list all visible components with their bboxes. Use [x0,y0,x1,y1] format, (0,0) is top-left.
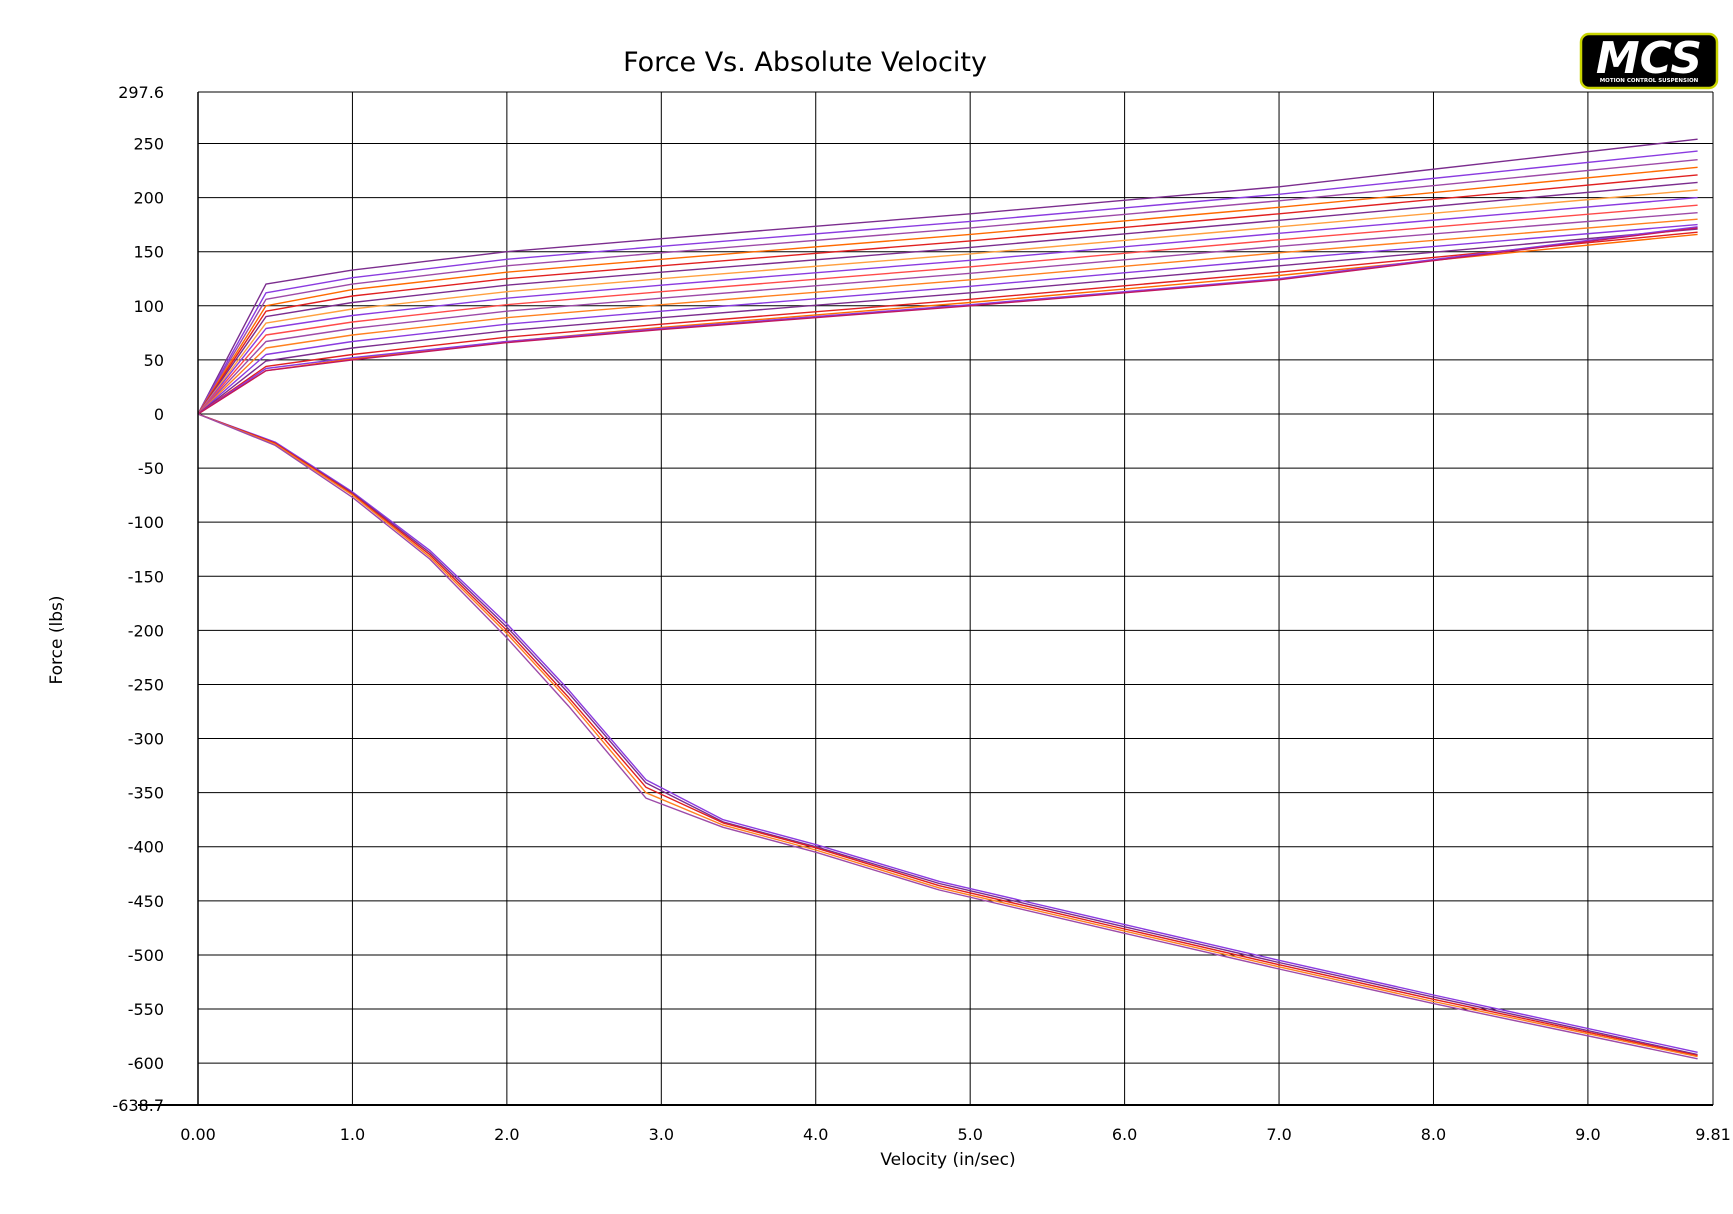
series-line-10 [197,212,1698,415]
series-line-13 [197,228,1698,415]
y-tick-label: 200 [133,189,164,208]
x-tick-label: 3.0 [649,1125,674,1144]
series-group [197,138,1698,1060]
y-tick-label: -400 [128,838,164,857]
x-axis-label: Velocity (in/sec) [880,1150,1015,1170]
series-line-22 [197,413,1698,1060]
y-tick-label: 0 [154,405,164,424]
series-line-16 [197,226,1698,415]
series-line-2 [197,150,1698,415]
y-tick-label: -300 [128,730,164,749]
x-tick-label: 6.0 [1112,1125,1137,1144]
chart-title: Force Vs. Absolute Velocity [623,47,987,78]
y-tick-label: -350 [128,784,164,803]
y-tick-label: -600 [128,1054,164,1073]
y-tick-label: 100 [133,297,164,316]
x-tick-label: 2.0 [494,1125,519,1144]
series-line-7 [197,189,1698,415]
y-tick-labels: 297.6 250 200 150 100 50 0 -50 -100 -150 -200 -250 -… [112,83,164,1115]
series-line-21 [197,413,1698,1058]
y-tick-label: -100 [128,513,164,532]
logo-badge [1579,32,1719,90]
series-line-1 [197,138,1698,415]
series-line-12 [197,223,1698,415]
x-tick-labels: 0.00 1.0 2.0 3.0 4.0 5.0 6.0 7.0 8.0 9.0 9.81 [180,1125,1731,1144]
y-tick-label: -250 [128,675,164,694]
mcs-logo: MCS MOTION CONTROL SUSPENSION [1579,32,1719,90]
y-tick-label: 150 [133,243,164,262]
series-line-4 [197,166,1698,415]
series-line-11 [197,218,1698,415]
y-axis-label: Force (lbs) [47,595,67,684]
y-tick-label: -200 [128,621,164,640]
series-line-5 [197,174,1698,415]
x-tick-label: 9.0 [1575,1125,1600,1144]
series-line-9 [197,204,1698,415]
y-tick-label: -50 [138,459,164,478]
series-line-8 [197,196,1698,415]
y-tick-label: -150 [128,567,164,586]
y-tick-label: 250 [133,134,164,153]
y-tick-label: -638.7 [112,1096,164,1115]
axes [138,92,1713,1106]
y-tick-label: 50 [144,351,164,370]
series-line-17 [197,227,1698,415]
x-tick-label: 9.81 [1695,1125,1731,1144]
x-tick-label: 8.0 [1421,1125,1446,1144]
x-tick-label: 7.0 [1266,1125,1291,1144]
y-tick-label: -450 [128,892,164,911]
series-line-14 [197,231,1698,415]
series-line-3 [197,159,1698,415]
x-tick-label: 4.0 [803,1125,828,1144]
series-line-18 [197,413,1698,1053]
x-tick-label: 0.00 [180,1125,216,1144]
logo-brand: MCS [1596,33,1702,84]
y-tick-label: -550 [128,1000,164,1019]
x-tick-label: 5.0 [957,1125,982,1144]
y-tick-label: 297.6 [118,83,164,102]
x-tick-label: 1.0 [340,1125,365,1144]
y-tick-label: -500 [128,946,164,965]
series-line-19 [197,413,1698,1056]
logo-tagline: MOTION CONTROL SUSPENSION [1600,78,1699,84]
grid [197,91,1714,1106]
series-line-20 [197,413,1698,1057]
series-line-6 [197,181,1698,415]
